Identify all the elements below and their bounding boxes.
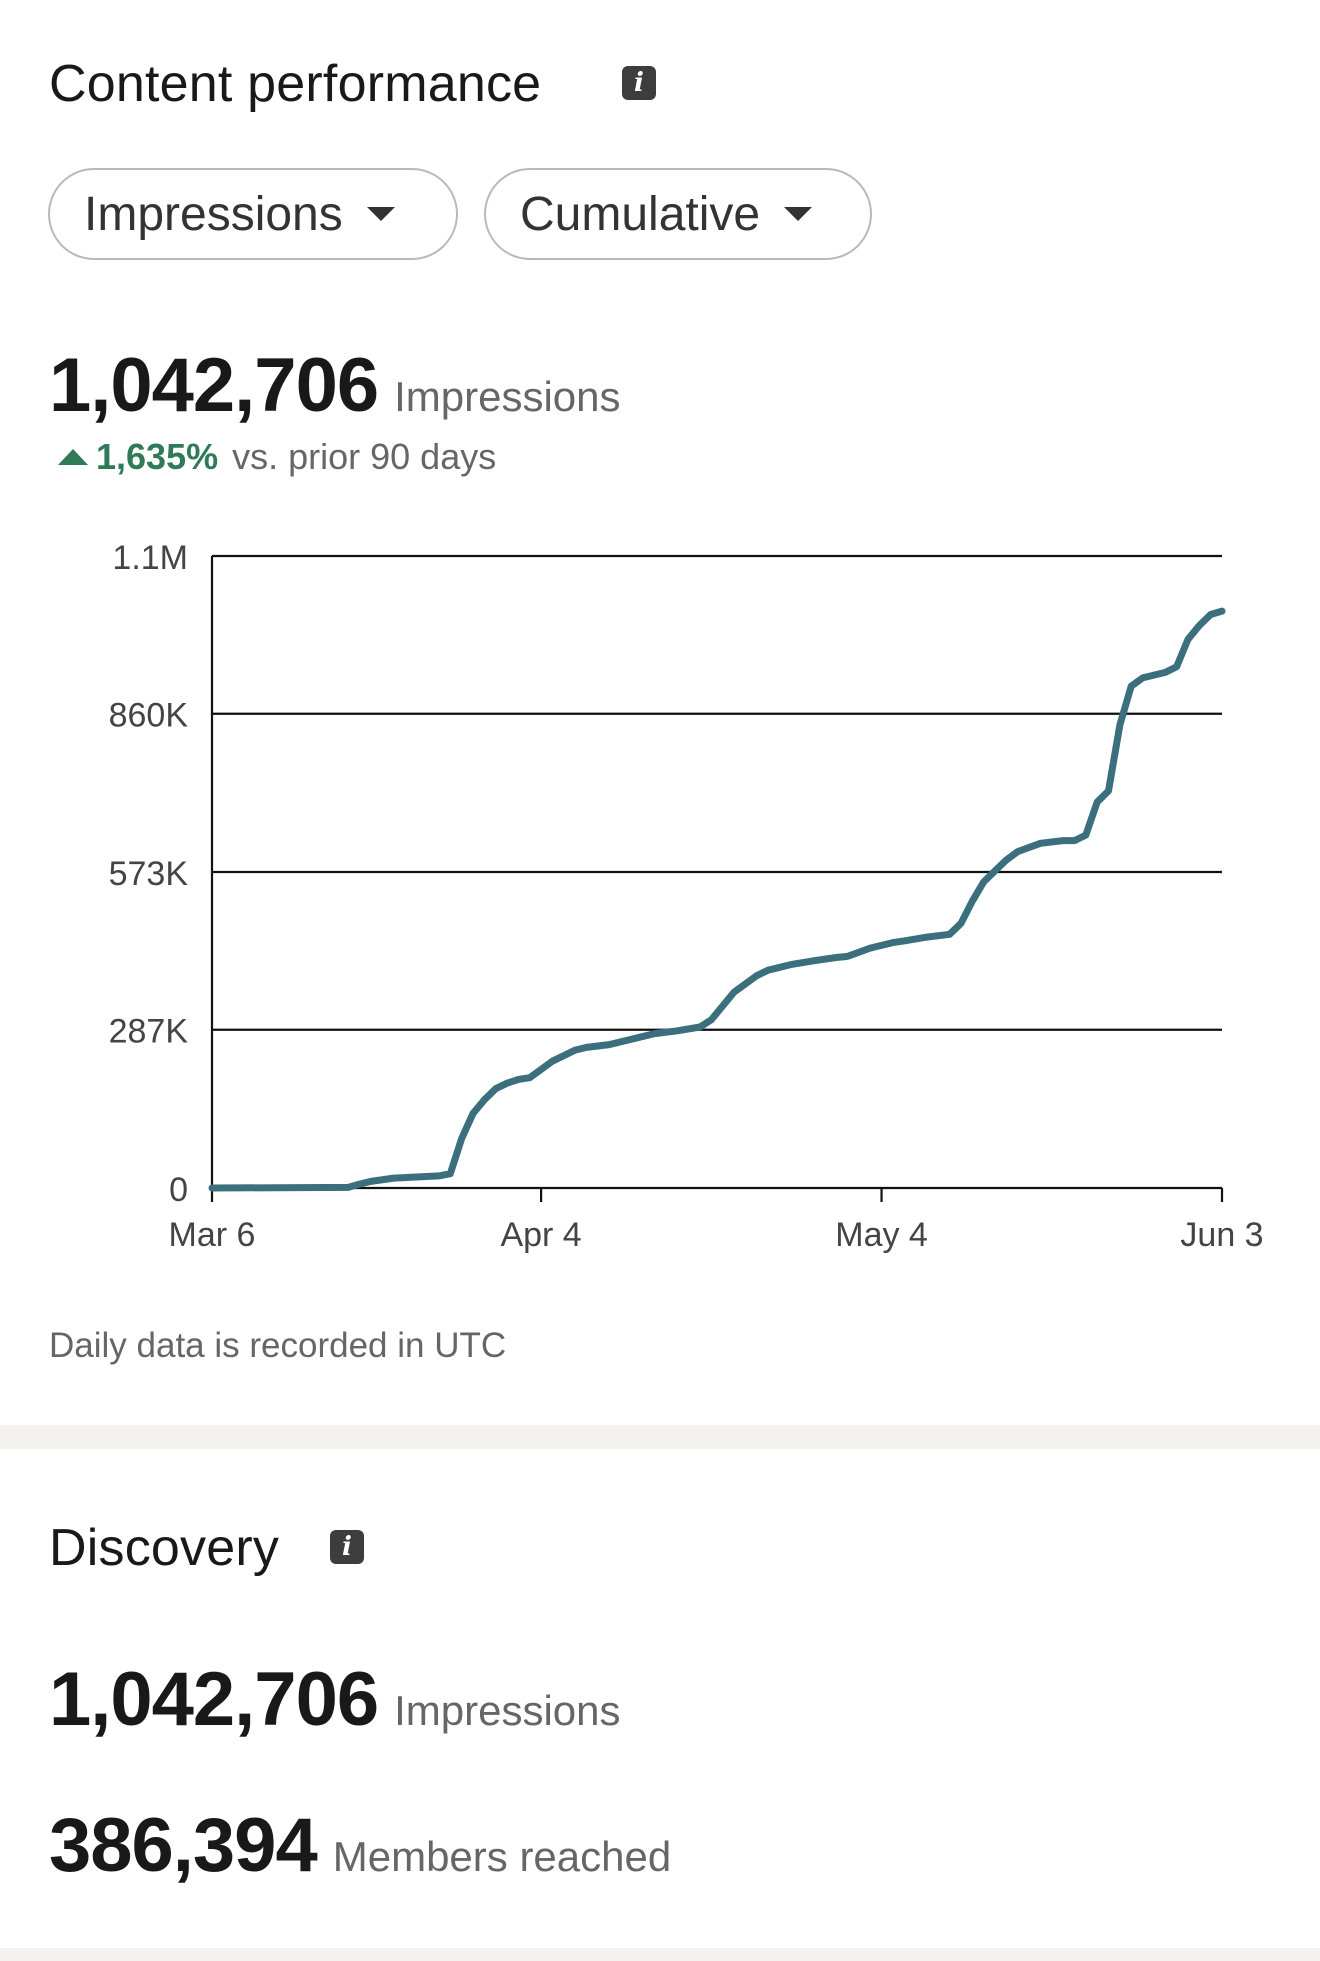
utc-note: Daily data is recorded in UTC	[49, 1326, 507, 1365]
info-icon[interactable]: i	[330, 1530, 364, 1564]
change-indicator: 1,635% vs. prior 90 days	[58, 436, 496, 478]
content-performance-title: Content performance	[49, 55, 542, 113]
chevron-down-icon	[784, 207, 813, 221]
chevron-down-icon	[366, 207, 395, 221]
impressions-line-chart: 0 287K 573K 860K 1.1M Mar 6 Apr 4 May 4 Jun 3	[109, 539, 1264, 1254]
info-icon[interactable]: i	[622, 66, 656, 100]
y-tick-label: 0	[169, 1171, 188, 1209]
discovery-impressions: 1,042,706 Impressions	[49, 1656, 621, 1743]
metric-dropdown-label: Impressions	[84, 187, 343, 241]
discovery-impressions-label: Impressions	[394, 1687, 621, 1734]
x-tick-label: Apr 4	[500, 1216, 581, 1254]
arrow-up-icon	[58, 449, 88, 465]
mode-dropdown[interactable]: Cumulative	[484, 168, 872, 260]
metric-dropdown[interactable]: Impressions	[48, 168, 458, 260]
total-impressions-unit: Impressions	[394, 373, 621, 420]
members-reached-value: 386,394	[49, 1803, 318, 1888]
discovery-title: Discovery	[49, 1519, 280, 1577]
discovery-impressions-value: 1,042,706	[49, 1657, 379, 1742]
y-tick-label: 573K	[109, 855, 189, 893]
total-impressions-value: 1,042,706	[49, 343, 379, 428]
y-tick-label: 860K	[109, 697, 189, 735]
section-divider	[0, 1948, 1320, 1961]
x-tick-label: May 4	[835, 1216, 928, 1254]
members-reached: 386,394 Members reached	[49, 1802, 671, 1889]
change-percent: 1,635%	[96, 436, 219, 477]
y-tick-label: 287K	[109, 1013, 189, 1051]
y-tick-label: 1.1M	[112, 539, 188, 577]
x-tick-label: Mar 6	[169, 1216, 256, 1254]
x-tick-label: Jun 3	[1180, 1216, 1263, 1254]
impressions-series-line	[208, 607, 1226, 1192]
members-reached-label: Members reached	[332, 1833, 672, 1880]
mode-dropdown-label: Cumulative	[520, 187, 761, 241]
total-impressions: 1,042,706 Impressions	[49, 342, 621, 429]
change-comparison-label: vs. prior 90 days	[232, 436, 497, 477]
section-divider	[0, 1425, 1320, 1449]
